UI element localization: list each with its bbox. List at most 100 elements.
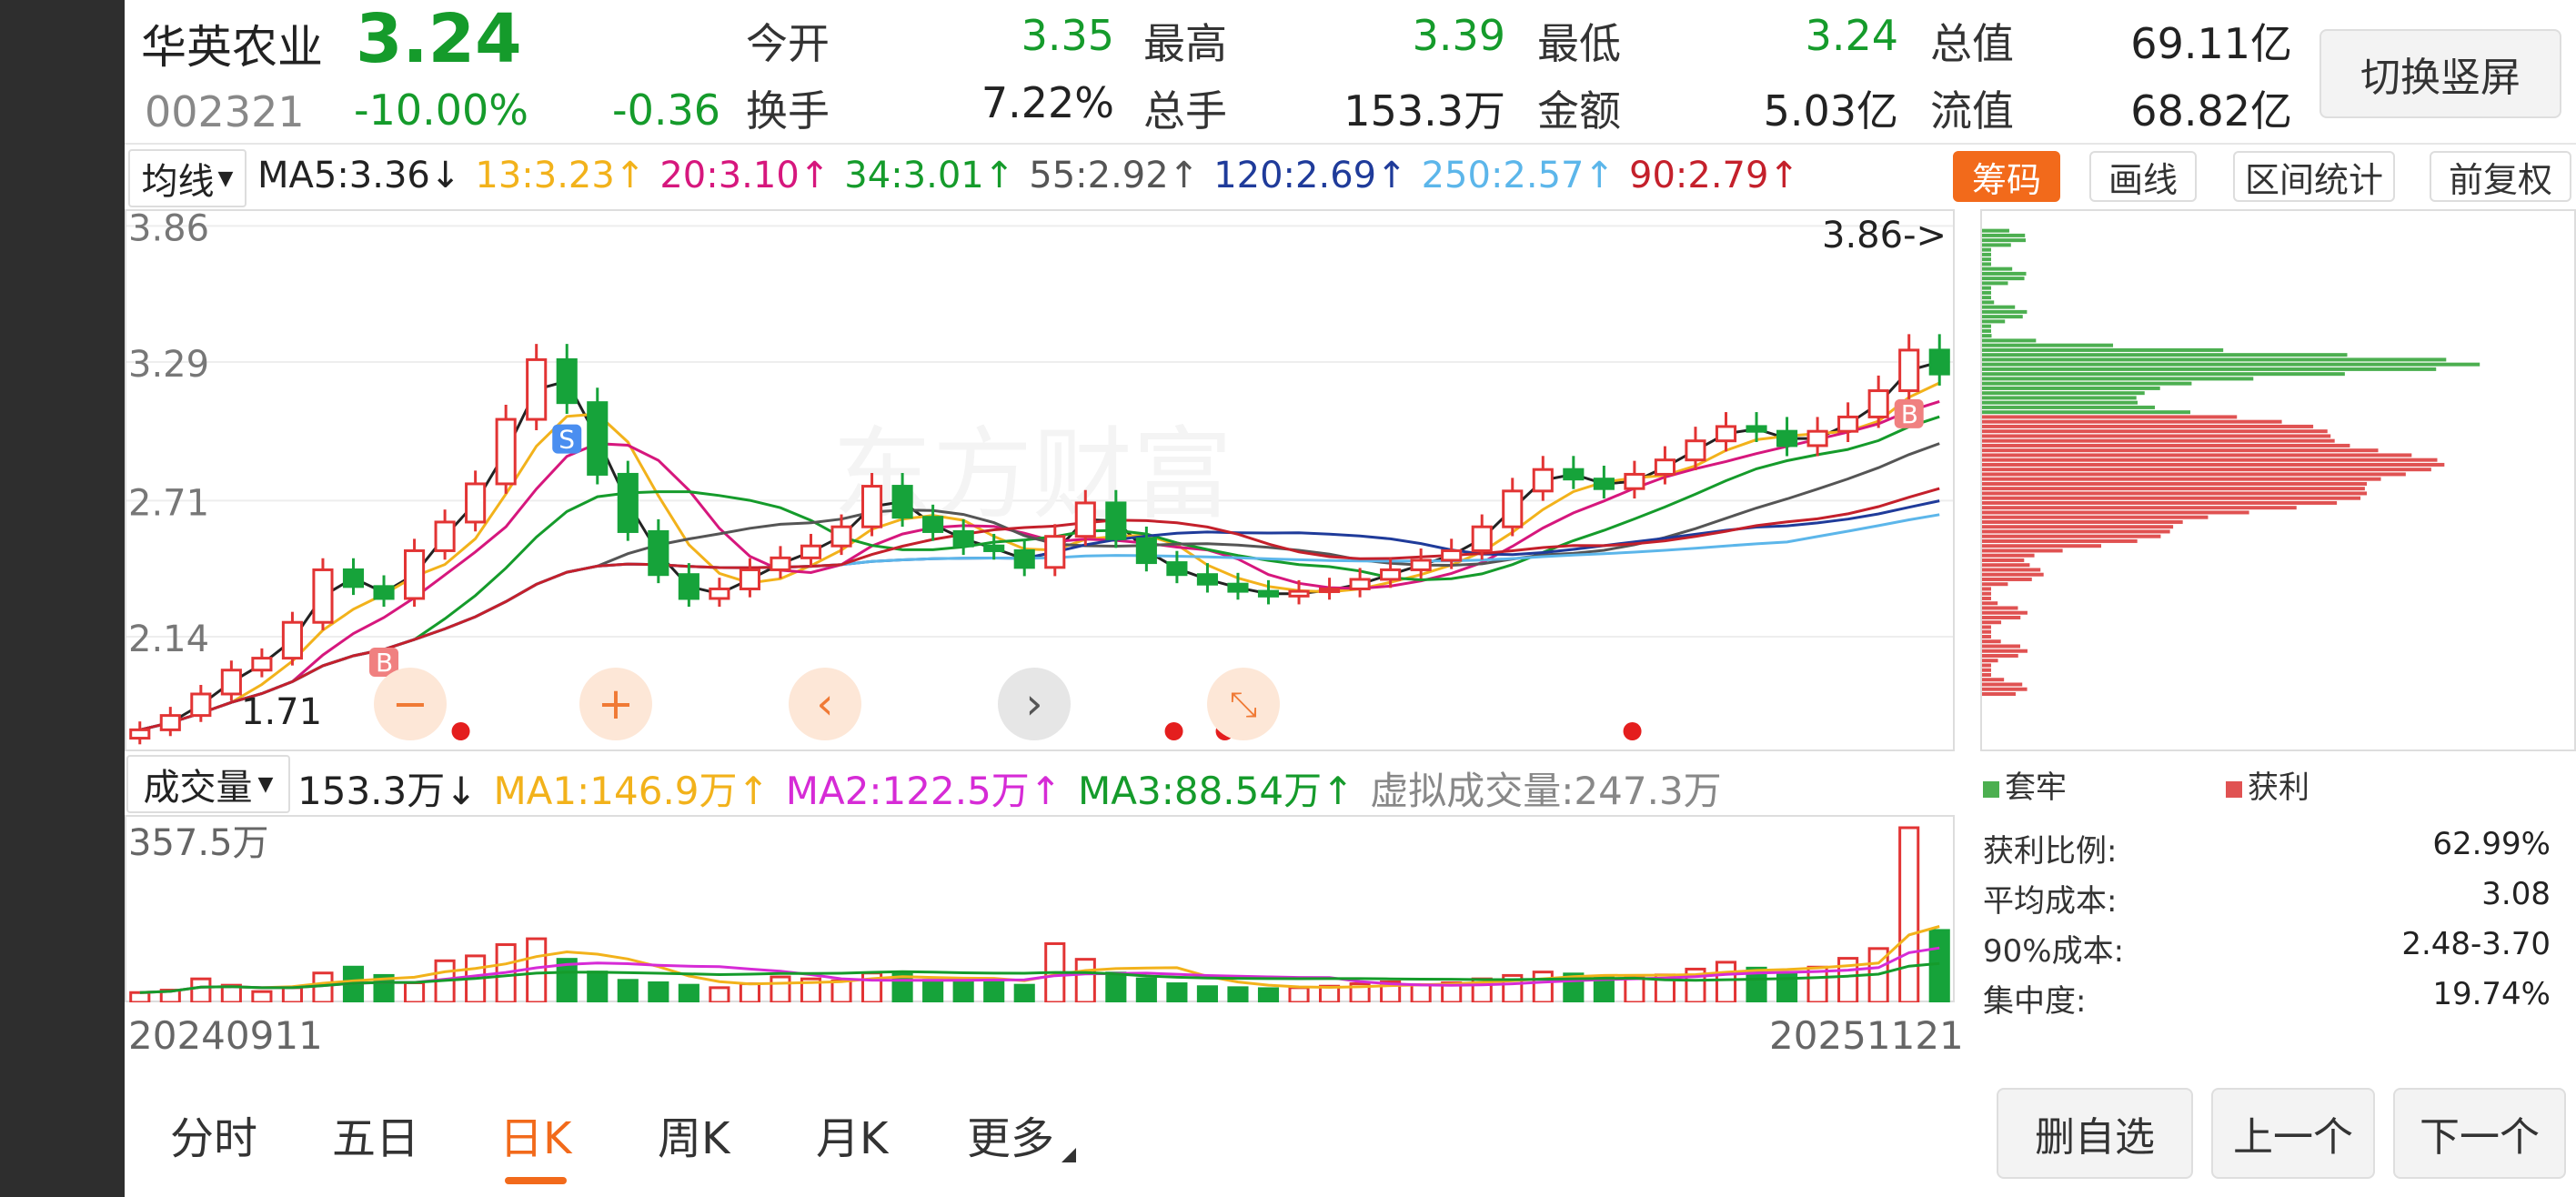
ma-value: MA5:3.36↓	[257, 155, 461, 196]
chips-button[interactable]: 筹码	[1953, 151, 2060, 202]
stat-value: 7.22%	[981, 78, 1114, 127]
volume-bar	[312, 971, 334, 1002]
date-end: 20251121	[1769, 1013, 1964, 1058]
chip-bar	[1982, 305, 2016, 309]
candle	[1928, 348, 1950, 376]
chip-bar	[1982, 534, 2161, 538]
tab-weekly-k[interactable]: 周K	[658, 1113, 730, 1164]
tab-five-day[interactable]: 五日	[332, 1113, 420, 1164]
stat-label: 今开	[746, 19, 830, 68]
chip-bar	[1982, 577, 2032, 581]
candle	[1441, 548, 1463, 562]
zoom-out-button[interactable]: −	[374, 668, 447, 740]
ma-value: 13:3.23↑	[475, 155, 646, 196]
candle	[190, 692, 212, 718]
chip-bar	[1982, 362, 2480, 367]
candle	[1563, 468, 1585, 481]
candle	[1746, 425, 1767, 433]
chip-bar	[1982, 582, 2008, 587]
chevron-left-icon[interactable]: ‹	[789, 668, 861, 740]
stat-label: 换手	[746, 86, 830, 136]
volume-bar	[281, 986, 303, 1002]
chip-bar	[1982, 377, 2254, 381]
candle	[1410, 558, 1432, 571]
chip-bar	[1982, 300, 1995, 305]
range-stats-label: 区间统计	[2244, 159, 2383, 200]
collapse-icon[interactable]: ⤡	[1207, 668, 1280, 740]
chip-bar	[1982, 538, 2138, 543]
stat-label: 最低	[1537, 19, 1621, 68]
adjust-button[interactable]: 前复权	[2430, 151, 2571, 202]
chip-bar	[1982, 472, 2406, 477]
volume-selector[interactable]: 成交量 ▼	[126, 755, 290, 813]
chip-bar	[1982, 438, 2335, 443]
candle	[312, 568, 334, 624]
chip-bar	[1982, 233, 2026, 237]
zoom-in-button[interactable]: +	[579, 668, 652, 740]
chip-bar	[1982, 458, 2438, 462]
volume-bar	[1715, 961, 1737, 1002]
chip-bar	[1982, 653, 2018, 658]
candle	[678, 573, 699, 600]
stock-detail-screen: 华英农业 3.24 002321 -10.00% -0.36 今开 3.35 最高 3…	[125, 0, 2576, 1197]
signal-label: B	[1901, 399, 1918, 429]
stat-value: 3.24	[1805, 11, 1898, 60]
chip-bar	[1982, 391, 2145, 396]
chip-bar	[1982, 563, 2030, 568]
previous-button[interactable]: 上一个	[2211, 1088, 2375, 1179]
candle	[129, 728, 151, 740]
volume-ma-value: MA1:146.9万↑	[493, 769, 770, 813]
chip-bar	[1982, 247, 1991, 252]
chip-bar	[1982, 453, 2412, 458]
candle	[1867, 389, 1889, 418]
range-stats-button[interactable]: 区间统计	[2233, 151, 2395, 202]
volume-chart: 357.5万	[125, 815, 1955, 1002]
candle	[1502, 489, 1524, 528]
tab-intraday[interactable]: 分时	[170, 1113, 258, 1164]
chevron-right-icon[interactable]: ›	[998, 668, 1071, 740]
volume-bar	[587, 971, 609, 1002]
ma-selector[interactable]: 均线 ▼	[128, 149, 247, 207]
ma-value: 120:2.69↑	[1213, 155, 1407, 196]
tab-daily-k[interactable]: 日K	[499, 1113, 572, 1164]
switch-portrait-button[interactable]: 切换竖屏	[2319, 29, 2561, 118]
candle	[251, 657, 273, 672]
legend-hold: 套牢	[1983, 762, 2067, 807]
candle	[770, 556, 791, 571]
stock-code: 002321	[145, 87, 305, 136]
chip-bar	[1982, 257, 1991, 262]
chip-bar	[1982, 572, 2044, 577]
chip-bar	[1982, 424, 2314, 428]
candle	[1776, 429, 1798, 448]
ma-value: 90:2.79↑	[1629, 155, 1799, 196]
volume-bar	[1257, 987, 1280, 1002]
price-tick: 3.86	[128, 209, 209, 249]
chip-bar	[1982, 672, 1991, 677]
chip-bar	[1982, 615, 2021, 619]
next-button[interactable]: 下一个	[2393, 1088, 2566, 1179]
volume-bar	[1410, 983, 1432, 1002]
volume-max-label: 357.5万	[128, 822, 269, 864]
buy-signal	[1894, 398, 1924, 428]
more-corner-icon	[1062, 1148, 1076, 1162]
chip-bar	[1982, 296, 1991, 300]
tab-monthly-k[interactable]: 月K	[816, 1113, 889, 1164]
remove-watchlist-button[interactable]: 删自选	[1997, 1088, 2193, 1179]
chip-bar	[1982, 353, 2348, 357]
divider	[125, 143, 2576, 145]
candle	[526, 357, 548, 421]
tab-more[interactable]: 更多	[967, 1113, 1055, 1164]
chip-distribution	[1980, 209, 2576, 751]
candle	[1166, 561, 1188, 577]
chip-bar	[1982, 548, 2063, 553]
draw-line-button[interactable]: 画线	[2089, 151, 2197, 202]
chip-bar	[1982, 462, 2445, 467]
volume-bar	[800, 977, 822, 1002]
chevron-down-icon: ▼	[257, 772, 274, 796]
kline-chart[interactable]: 东方财富 3.863.292.712.14 3.86-> 1.71 SBB	[125, 209, 1962, 751]
chip-bar	[1982, 271, 2027, 276]
active-tab-indicator	[505, 1177, 567, 1184]
stat-label: 总手	[1143, 86, 1227, 136]
volume-bar	[739, 982, 760, 1002]
stat-label: 流值	[1930, 86, 2014, 136]
